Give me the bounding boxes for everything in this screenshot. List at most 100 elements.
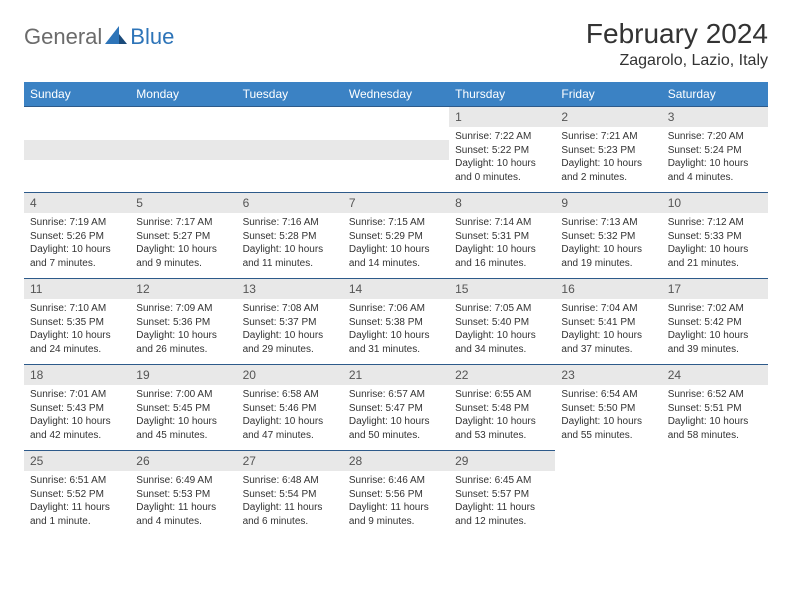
day-cell: 28Sunrise: 6:46 AMSunset: 5:56 PMDayligh…	[343, 451, 449, 537]
day-cell: 27Sunrise: 6:48 AMSunset: 5:54 PMDayligh…	[237, 451, 343, 537]
day-number: 14	[343, 279, 449, 299]
day-cell: 25Sunrise: 6:51 AMSunset: 5:52 PMDayligh…	[24, 451, 130, 537]
day-number: 5	[130, 193, 236, 213]
day-number: 6	[237, 193, 343, 213]
day-number: 8	[449, 193, 555, 213]
day-info: Sunrise: 7:13 AMSunset: 5:32 PMDaylight:…	[555, 213, 661, 274]
day-number: 23	[555, 365, 661, 385]
day-cell: 22Sunrise: 6:55 AMSunset: 5:48 PMDayligh…	[449, 365, 555, 451]
day-info: Sunrise: 7:16 AMSunset: 5:28 PMDaylight:…	[237, 213, 343, 274]
day-info: Sunrise: 7:05 AMSunset: 5:40 PMDaylight:…	[449, 299, 555, 360]
day-number: 11	[24, 279, 130, 299]
day-info: Sunrise: 6:49 AMSunset: 5:53 PMDaylight:…	[130, 471, 236, 532]
day-cell: 20Sunrise: 6:58 AMSunset: 5:46 PMDayligh…	[237, 365, 343, 451]
day-cell: 19Sunrise: 7:00 AMSunset: 5:45 PMDayligh…	[130, 365, 236, 451]
day-number: 28	[343, 451, 449, 471]
day-info: Sunrise: 6:45 AMSunset: 5:57 PMDaylight:…	[449, 471, 555, 532]
day-info: Sunrise: 7:04 AMSunset: 5:41 PMDaylight:…	[555, 299, 661, 360]
empty-day-cell	[130, 107, 236, 193]
day-info: Sunrise: 7:19 AMSunset: 5:26 PMDaylight:…	[24, 213, 130, 274]
brand-part2: Blue	[130, 24, 174, 50]
day-cell: 10Sunrise: 7:12 AMSunset: 5:33 PMDayligh…	[662, 193, 768, 279]
day-info: Sunrise: 7:10 AMSunset: 5:35 PMDaylight:…	[24, 299, 130, 360]
location-subtitle: Zagarolo, Lazio, Italy	[586, 52, 768, 70]
empty-day-num	[237, 140, 343, 160]
day-number: 1	[449, 107, 555, 127]
calendar-week-row: 1Sunrise: 7:22 AMSunset: 5:22 PMDaylight…	[24, 107, 768, 193]
blank-cell	[555, 451, 661, 537]
day-cell: 12Sunrise: 7:09 AMSunset: 5:36 PMDayligh…	[130, 279, 236, 365]
day-info: Sunrise: 7:20 AMSunset: 5:24 PMDaylight:…	[662, 127, 768, 188]
day-info: Sunrise: 7:06 AMSunset: 5:38 PMDaylight:…	[343, 299, 449, 360]
day-number: 2	[555, 107, 661, 127]
day-info: Sunrise: 7:12 AMSunset: 5:33 PMDaylight:…	[662, 213, 768, 274]
day-number: 15	[449, 279, 555, 299]
empty-day-num	[343, 140, 449, 160]
day-cell: 11Sunrise: 7:10 AMSunset: 5:35 PMDayligh…	[24, 279, 130, 365]
day-cell: 17Sunrise: 7:02 AMSunset: 5:42 PMDayligh…	[662, 279, 768, 365]
weekday-header-cell: Monday	[130, 82, 236, 107]
day-info: Sunrise: 7:00 AMSunset: 5:45 PMDaylight:…	[130, 385, 236, 446]
day-number: 20	[237, 365, 343, 385]
day-cell: 18Sunrise: 7:01 AMSunset: 5:43 PMDayligh…	[24, 365, 130, 451]
day-number: 16	[555, 279, 661, 299]
day-number: 17	[662, 279, 768, 299]
day-cell: 6Sunrise: 7:16 AMSunset: 5:28 PMDaylight…	[237, 193, 343, 279]
weekday-header-cell: Friday	[555, 82, 661, 107]
day-number: 3	[662, 107, 768, 127]
blank-cell	[662, 451, 768, 537]
brand-triangle-icon	[105, 26, 127, 49]
day-info: Sunrise: 6:51 AMSunset: 5:52 PMDaylight:…	[24, 471, 130, 532]
day-info: Sunrise: 7:14 AMSunset: 5:31 PMDaylight:…	[449, 213, 555, 274]
day-number: 29	[449, 451, 555, 471]
day-info: Sunrise: 6:46 AMSunset: 5:56 PMDaylight:…	[343, 471, 449, 532]
day-info: Sunrise: 7:21 AMSunset: 5:23 PMDaylight:…	[555, 127, 661, 188]
empty-day-cell	[237, 107, 343, 193]
day-cell: 16Sunrise: 7:04 AMSunset: 5:41 PMDayligh…	[555, 279, 661, 365]
day-number: 21	[343, 365, 449, 385]
empty-day-cell	[343, 107, 449, 193]
weekday-header-cell: Sunday	[24, 82, 130, 107]
weekday-header-cell: Wednesday	[343, 82, 449, 107]
day-info: Sunrise: 7:17 AMSunset: 5:27 PMDaylight:…	[130, 213, 236, 274]
day-cell: 15Sunrise: 7:05 AMSunset: 5:40 PMDayligh…	[449, 279, 555, 365]
day-number: 7	[343, 193, 449, 213]
day-number: 10	[662, 193, 768, 213]
day-info: Sunrise: 6:57 AMSunset: 5:47 PMDaylight:…	[343, 385, 449, 446]
weekday-header-row: SundayMondayTuesdayWednesdayThursdayFrid…	[24, 82, 768, 107]
day-info: Sunrise: 6:54 AMSunset: 5:50 PMDaylight:…	[555, 385, 661, 446]
calendar-table: SundayMondayTuesdayWednesdayThursdayFrid…	[24, 82, 768, 537]
day-info: Sunrise: 7:02 AMSunset: 5:42 PMDaylight:…	[662, 299, 768, 360]
day-info: Sunrise: 7:01 AMSunset: 5:43 PMDaylight:…	[24, 385, 130, 446]
day-cell: 5Sunrise: 7:17 AMSunset: 5:27 PMDaylight…	[130, 193, 236, 279]
day-number: 18	[24, 365, 130, 385]
day-info: Sunrise: 7:22 AMSunset: 5:22 PMDaylight:…	[449, 127, 555, 188]
weekday-header-cell: Thursday	[449, 82, 555, 107]
day-cell: 21Sunrise: 6:57 AMSunset: 5:47 PMDayligh…	[343, 365, 449, 451]
empty-day-num	[24, 140, 130, 160]
day-number: 12	[130, 279, 236, 299]
day-cell: 13Sunrise: 7:08 AMSunset: 5:37 PMDayligh…	[237, 279, 343, 365]
day-info: Sunrise: 7:09 AMSunset: 5:36 PMDaylight:…	[130, 299, 236, 360]
day-cell: 2Sunrise: 7:21 AMSunset: 5:23 PMDaylight…	[555, 107, 661, 193]
brand-part1: General	[24, 24, 102, 50]
calendar-week-row: 18Sunrise: 7:01 AMSunset: 5:43 PMDayligh…	[24, 365, 768, 451]
brand-logo: General Blue	[24, 24, 174, 50]
day-cell: 29Sunrise: 6:45 AMSunset: 5:57 PMDayligh…	[449, 451, 555, 537]
day-cell: 9Sunrise: 7:13 AMSunset: 5:32 PMDaylight…	[555, 193, 661, 279]
page-header: General Blue February 2024 Zagarolo, Laz…	[24, 18, 768, 70]
day-number: 19	[130, 365, 236, 385]
day-cell: 23Sunrise: 6:54 AMSunset: 5:50 PMDayligh…	[555, 365, 661, 451]
calendar-week-row: 4Sunrise: 7:19 AMSunset: 5:26 PMDaylight…	[24, 193, 768, 279]
day-cell: 3Sunrise: 7:20 AMSunset: 5:24 PMDaylight…	[662, 107, 768, 193]
empty-day-num	[130, 140, 236, 160]
day-cell: 7Sunrise: 7:15 AMSunset: 5:29 PMDaylight…	[343, 193, 449, 279]
day-info: Sunrise: 7:08 AMSunset: 5:37 PMDaylight:…	[237, 299, 343, 360]
day-cell: 26Sunrise: 6:49 AMSunset: 5:53 PMDayligh…	[130, 451, 236, 537]
day-number: 24	[662, 365, 768, 385]
title-block: February 2024 Zagarolo, Lazio, Italy	[586, 18, 768, 70]
day-info: Sunrise: 6:48 AMSunset: 5:54 PMDaylight:…	[237, 471, 343, 532]
day-number: 25	[24, 451, 130, 471]
day-cell: 4Sunrise: 7:19 AMSunset: 5:26 PMDaylight…	[24, 193, 130, 279]
day-info: Sunrise: 6:52 AMSunset: 5:51 PMDaylight:…	[662, 385, 768, 446]
